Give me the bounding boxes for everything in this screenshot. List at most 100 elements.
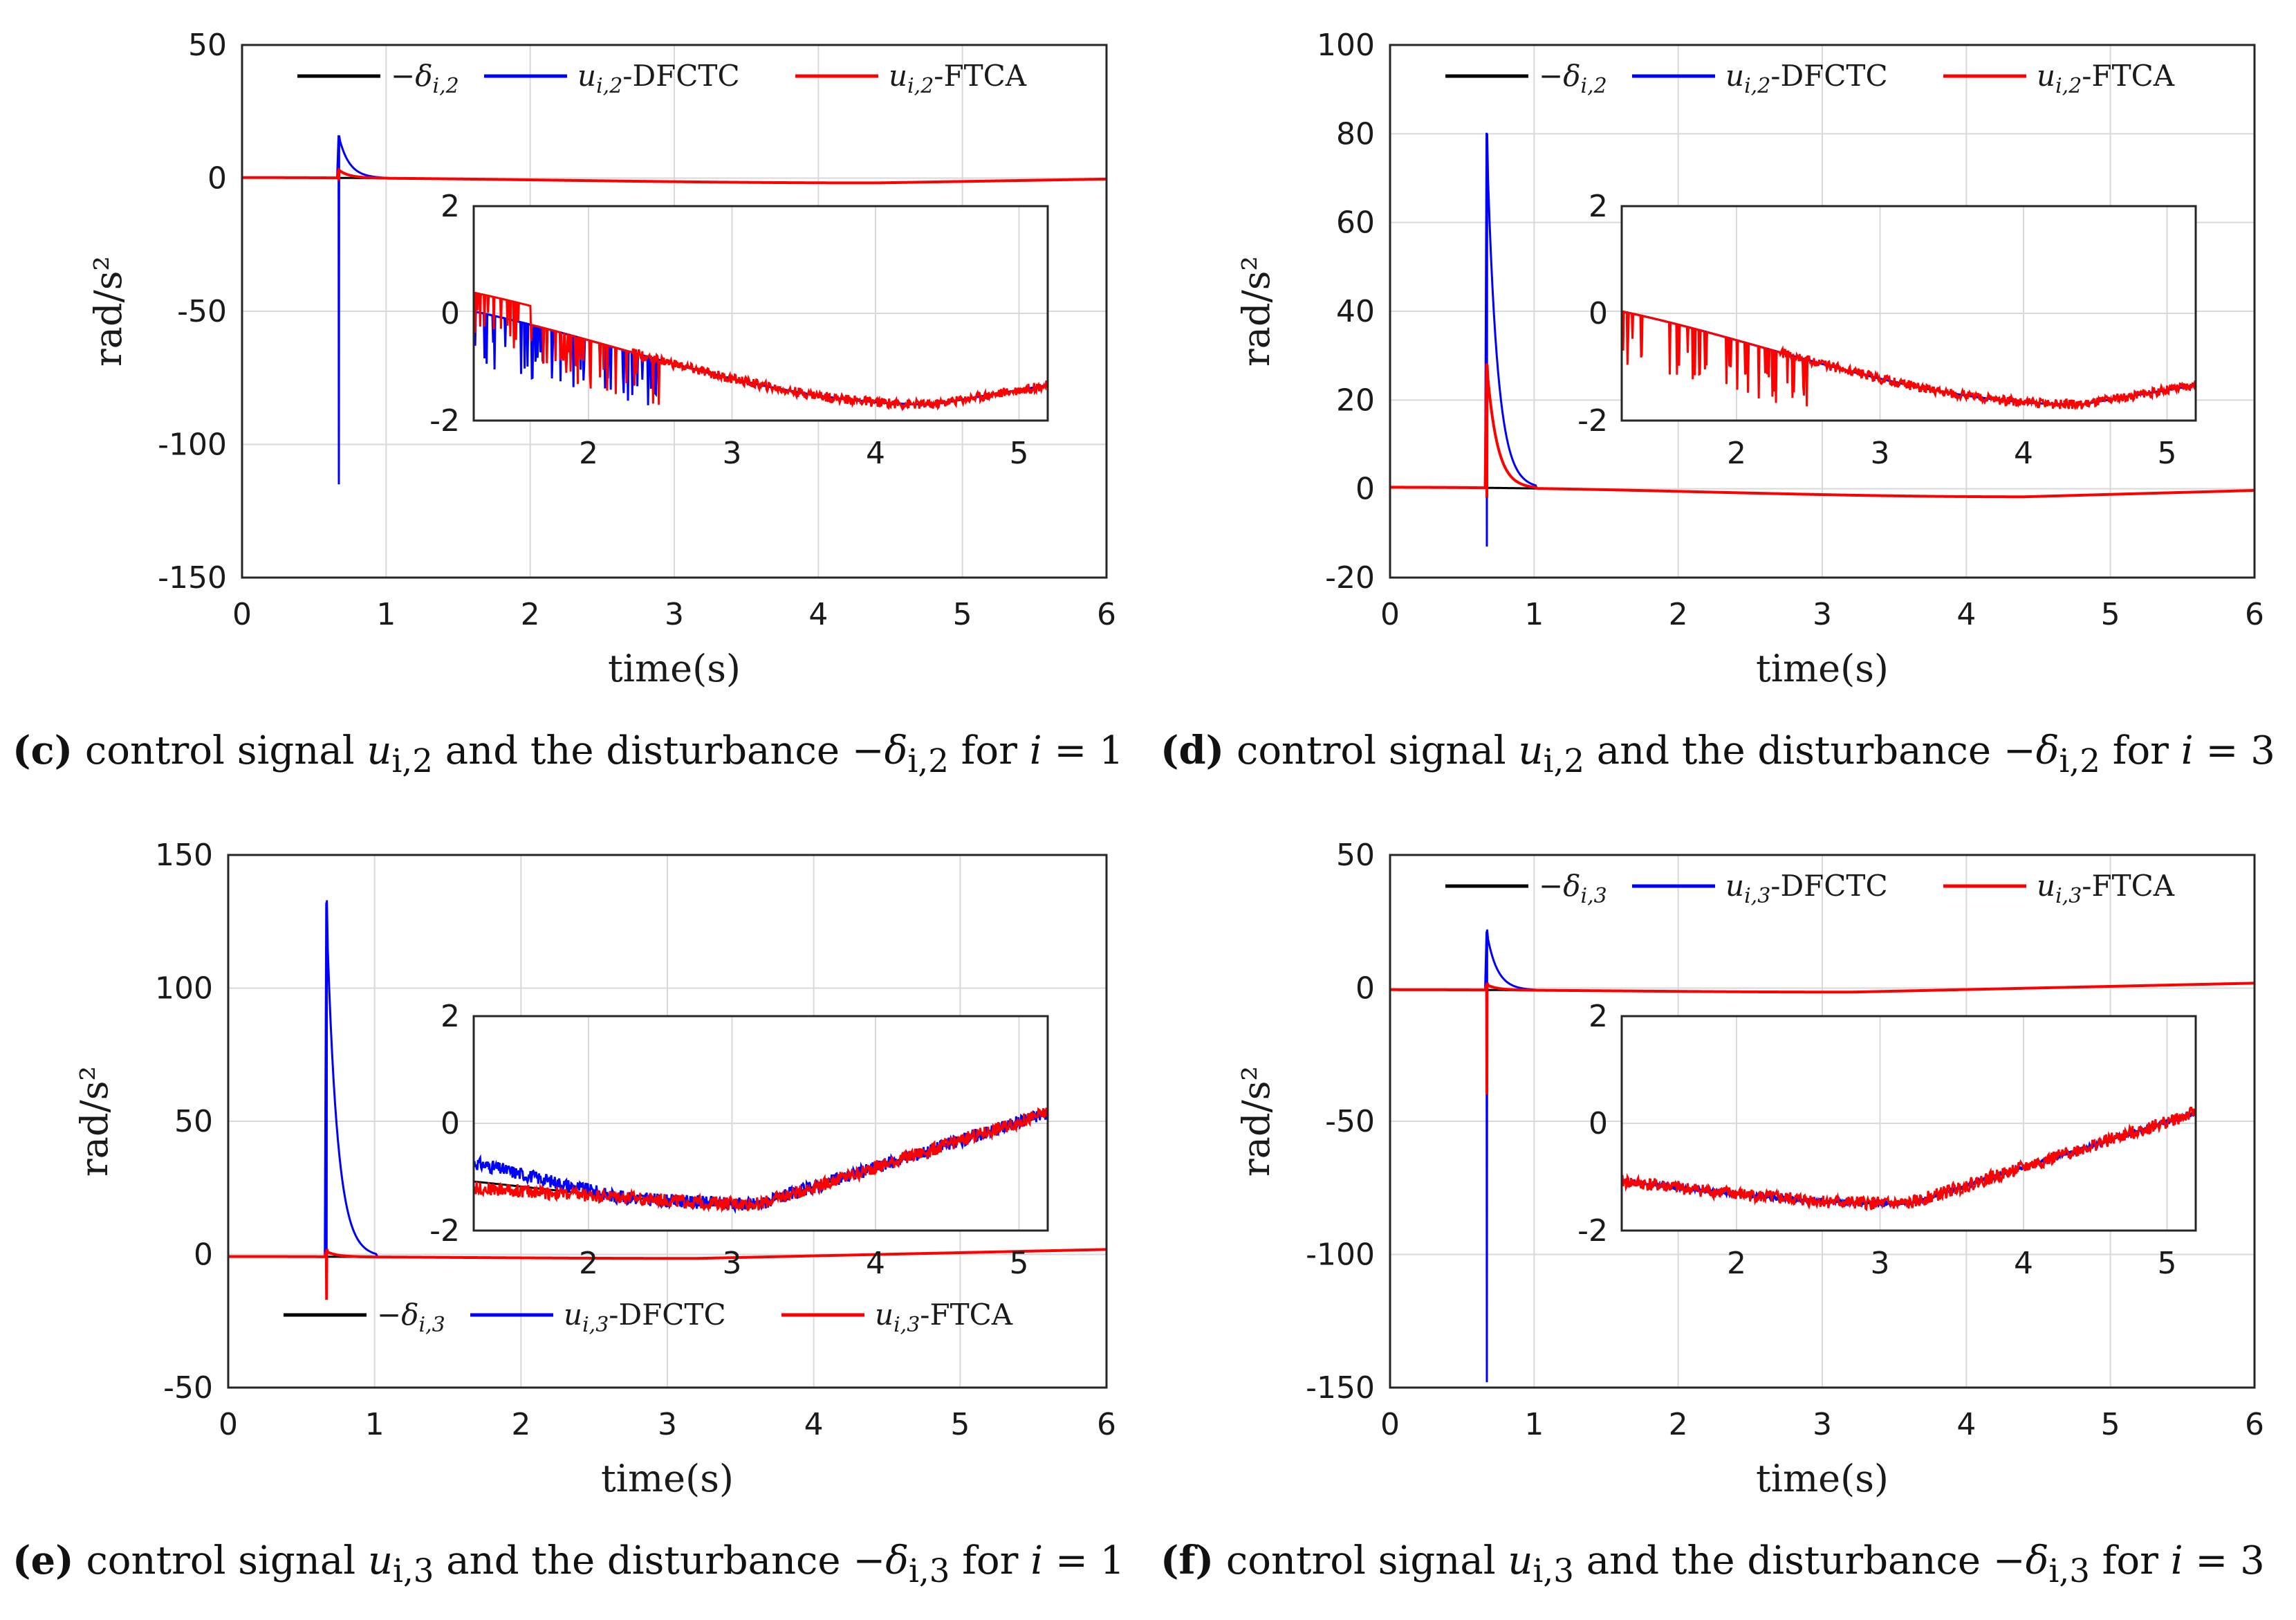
x-tick-label: 5 <box>953 597 972 632</box>
legend-label: −δi,3 <box>377 1298 445 1337</box>
x-tick-label: 6 <box>2245 1407 2264 1442</box>
x-tick-label: 1 <box>1524 1407 1544 1442</box>
y-tick-label: 80 <box>1336 116 1375 151</box>
chart-panel-e: 0 1 2 3 4 5 6 150 100 50 0 -50 time(s) rad/s² 2 3 4 5 2 0 -2… <box>0 810 1148 1620</box>
inset-x-tick: 4 <box>2014 1246 2033 1281</box>
x-axis-label: time(s) <box>608 647 741 690</box>
x-axis-label: time(s) <box>1756 647 1889 690</box>
y-tick-label: -20 <box>1325 560 1375 596</box>
legend-label: −δi,3 <box>1539 869 1607 908</box>
x-tick-label: 3 <box>1813 597 1832 632</box>
x-tick-label: 5 <box>2101 597 2120 632</box>
y-tick-label: 0 <box>194 1237 213 1273</box>
y-tick-label: -150 <box>1306 1370 1375 1406</box>
x-tick-label: 3 <box>665 597 684 632</box>
inset-frame <box>1620 205 2197 422</box>
inset-x-tick: 3 <box>1871 436 1890 471</box>
x-tick-label: 4 <box>1956 597 1976 632</box>
x-tick-label: 0 <box>232 597 252 632</box>
inset-x-tick: 3 <box>1871 1246 1890 1281</box>
inset-ftca-line <box>1620 1106 2197 1212</box>
inset-y-tick: 2 <box>1589 999 1608 1034</box>
caption-f: (f) control signal ui,3 and the disturba… <box>1160 1538 2265 1591</box>
x-tick-label: 2 <box>511 1407 530 1442</box>
y-tick-label: 20 <box>1336 383 1375 418</box>
y-tick-label: -50 <box>163 1370 213 1406</box>
inset-y-tick: 2 <box>441 189 460 224</box>
inset-y-tick: 0 <box>1589 1106 1608 1141</box>
x-tick-label: 4 <box>808 597 828 632</box>
x-tick-label: 1 <box>376 597 396 632</box>
axes-frame <box>1389 854 2256 1389</box>
x-tick-label: 2 <box>521 597 540 632</box>
y-tick-label: 0 <box>1355 971 1375 1006</box>
y-tick-label: -100 <box>158 427 227 463</box>
y-tick-label: 150 <box>155 838 213 873</box>
series-ftca-line <box>241 167 1107 185</box>
legend-label: ui,3-FTCA <box>2037 869 2175 908</box>
y-axis-label: rad/s² <box>86 256 130 367</box>
inset-y-tick: 2 <box>1589 189 1608 224</box>
chart-f-svg: 0 1 2 3 4 5 6 50 0 -50 -100 -150 time(s) rad/s² 2 3 4 5 2 0… <box>1234 838 2264 1500</box>
series-ftca-line <box>1389 982 2255 1095</box>
y-tick-label: -100 <box>1306 1237 1375 1273</box>
y-axis-label: rad/s² <box>73 1066 116 1177</box>
inset-ftca-line <box>1621 310 2197 410</box>
inset-x-tick: 5 <box>2158 436 2177 471</box>
legend-label: −δi,2 <box>1539 59 1607 98</box>
legend-label: ui,2-FTCA <box>889 59 1027 98</box>
series-ftca-line <box>228 1248 1107 1300</box>
x-tick-label: 1 <box>365 1407 385 1442</box>
x-tick-label: 3 <box>1813 1407 1832 1442</box>
y-tick-label: 50 <box>174 1104 213 1139</box>
y-axis-label: rad/s² <box>1234 1066 1278 1177</box>
y-axis-label: rad/s² <box>1234 256 1278 367</box>
chart-c-svg: 0 1 2 3 4 5 6 50 0 -50 -100 -150 time(s) rad/s² 2 3 4 5 2 0… <box>86 28 1116 690</box>
x-tick-label: 5 <box>2101 1407 2120 1442</box>
inset-x-tick: 2 <box>1727 1246 1746 1281</box>
x-tick-label: 6 <box>1097 597 1116 632</box>
x-tick-label: 0 <box>1380 597 1400 632</box>
inset-ftca-line <box>472 1107 1049 1213</box>
series-ftca-line <box>1389 363 2255 499</box>
x-axis-label: time(s) <box>1756 1457 1889 1500</box>
inset-y-tick: 0 <box>441 296 460 331</box>
x-tick-label: 2 <box>1669 1407 1688 1442</box>
inset-y-tick: 0 <box>441 1106 460 1141</box>
chart-panel-c: 0 1 2 3 4 5 6 50 0 -50 -100 -150 time(s) rad/s² 2 3 4 5 2 0… <box>0 0 1148 810</box>
x-tick-label: 0 <box>219 1407 238 1442</box>
legend-label: ui,2-DFCTC <box>577 59 740 98</box>
x-tick-label: 6 <box>2245 597 2264 632</box>
inset-y-tick: 0 <box>1589 296 1608 331</box>
legend-label: ui,2-FTCA <box>2037 59 2175 98</box>
inset-x-tick: 2 <box>1727 436 1746 471</box>
y-tick-label: 0 <box>1355 472 1375 507</box>
caption-d: (d) control signal ui,2 and the disturba… <box>1160 728 2275 781</box>
legend-label: −δi,2 <box>391 59 459 98</box>
chart-panel-d: 0 1 2 3 4 5 6 100 80 60 40 20 0 -20 time(s) rad/s² 2 3 4 5 2… <box>1148 0 2296 810</box>
legend-label: ui,3-DFCTC <box>1725 869 1888 908</box>
chart-panel-f: 0 1 2 3 4 5 6 50 0 -50 -100 -150 time(s) rad/s² 2 3 4 5 2 0… <box>1148 810 2296 1620</box>
x-tick-label: 1 <box>1524 597 1544 632</box>
x-axis-label: time(s) <box>601 1457 734 1500</box>
y-tick-label: 40 <box>1336 294 1375 329</box>
axes-frame <box>1389 44 2256 579</box>
x-tick-label: 6 <box>1097 1407 1116 1442</box>
inset-y-tick: -2 <box>429 1213 460 1249</box>
y-tick-label: 0 <box>207 161 227 196</box>
inset-y-tick: 2 <box>441 999 460 1034</box>
legend-label: ui,3-FTCA <box>875 1298 1013 1337</box>
y-tick-label: 100 <box>1317 28 1375 63</box>
legend-label: ui,2-DFCTC <box>1725 59 1888 98</box>
inset-y-tick: -2 <box>1577 1213 1608 1249</box>
inset-x-tick: 2 <box>579 436 598 471</box>
y-tick-label: 100 <box>155 971 213 1006</box>
y-tick-label: -50 <box>1325 1104 1375 1139</box>
inset-x-tick: 4 <box>2014 436 2033 471</box>
inset-x-tick: 2 <box>579 1246 598 1281</box>
x-tick-label: 4 <box>804 1407 824 1442</box>
y-tick-label: 60 <box>1336 205 1375 241</box>
caption-c: (c) control signal ui,2 and the disturba… <box>12 728 1124 781</box>
